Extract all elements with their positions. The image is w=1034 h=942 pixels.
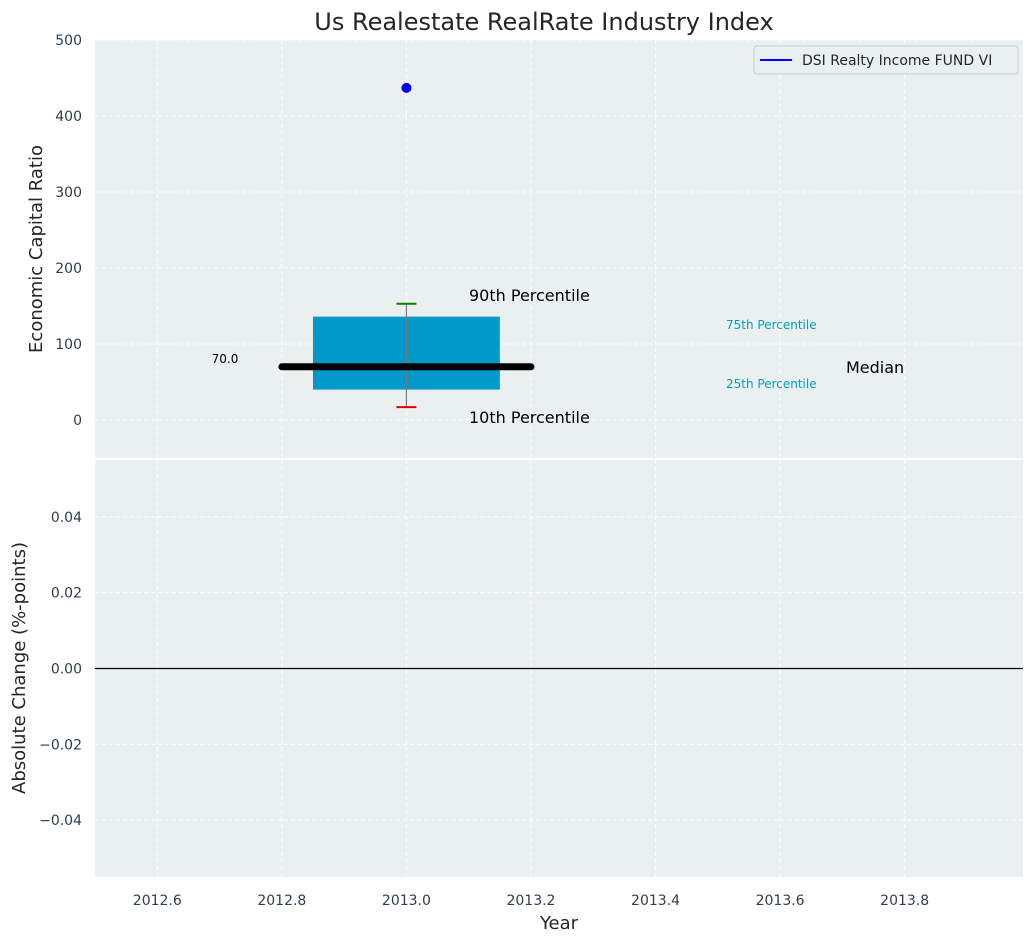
p90-annotation: 90th Percentile [469,286,590,305]
bottom-y-ticks: −0.04 −0.02 0.00 0.02 0.04 [39,510,82,829]
bottom-y-axis-label: Absolute Change (%-points) [9,542,30,794]
median-annotation: Median [846,358,904,377]
chart-title: Us Realestate RealRate Industry Index [314,8,773,36]
x-ticks: 2012.6 2012.8 2013.0 2013.2 2013.4 2013.6 2013… [133,893,929,909]
top-y-tick-label: 200 [55,261,82,277]
x-axis-label: Year [539,913,579,934]
top-panel-background [95,40,1023,458]
top-y-ticks: 0 100 200 300 400 500 [55,33,82,429]
x-tick-label: 2013.4 [631,893,680,909]
x-tick-label: 2012.8 [257,893,306,909]
x-tick-label: 2013.6 [756,893,805,909]
top-marks [278,82,535,409]
bottom-y-tick-label: 0.02 [51,586,82,602]
data-point [401,82,412,93]
x-tick-label: 2013.2 [506,893,555,909]
x-tick-label: 2013.8 [880,893,929,909]
bottom-y-tick-label: −0.02 [39,737,82,753]
bottom-y-tick-label: 0.04 [51,510,82,526]
p75-annotation: 75th Percentile [726,318,817,332]
top-y-tick-label: 0 [73,413,82,429]
top-y-tick-label: 100 [55,337,82,353]
top-y-tick-label: 300 [55,185,82,201]
median-value-label: 70.0 [212,352,239,366]
legend-frame [753,45,1019,75]
top-grid [95,39,1023,458]
p10-annotation: 10th Percentile [469,408,590,427]
bottom-y-tick-label: 0.00 [51,662,82,678]
top-y-axis-label: Economic Capital Ratio [26,145,47,353]
p25-annotation: 25th Percentile [726,377,817,391]
bottom-y-tick-label: −0.04 [39,813,82,829]
top-y-tick-label: 500 [55,33,82,49]
x-tick-label: 2013.0 [382,893,431,909]
x-tick-label: 2012.6 [133,893,182,909]
bottom-panel: −0.04 −0.02 0.00 0.02 0.04 Absolute Change (… [9,460,1023,877]
legend-entry-label: DSI Realty Income FUND VI [802,53,992,69]
top-y-tick-label: 400 [55,109,82,125]
legend: DSI Realty Income FUND VI [753,45,1019,75]
